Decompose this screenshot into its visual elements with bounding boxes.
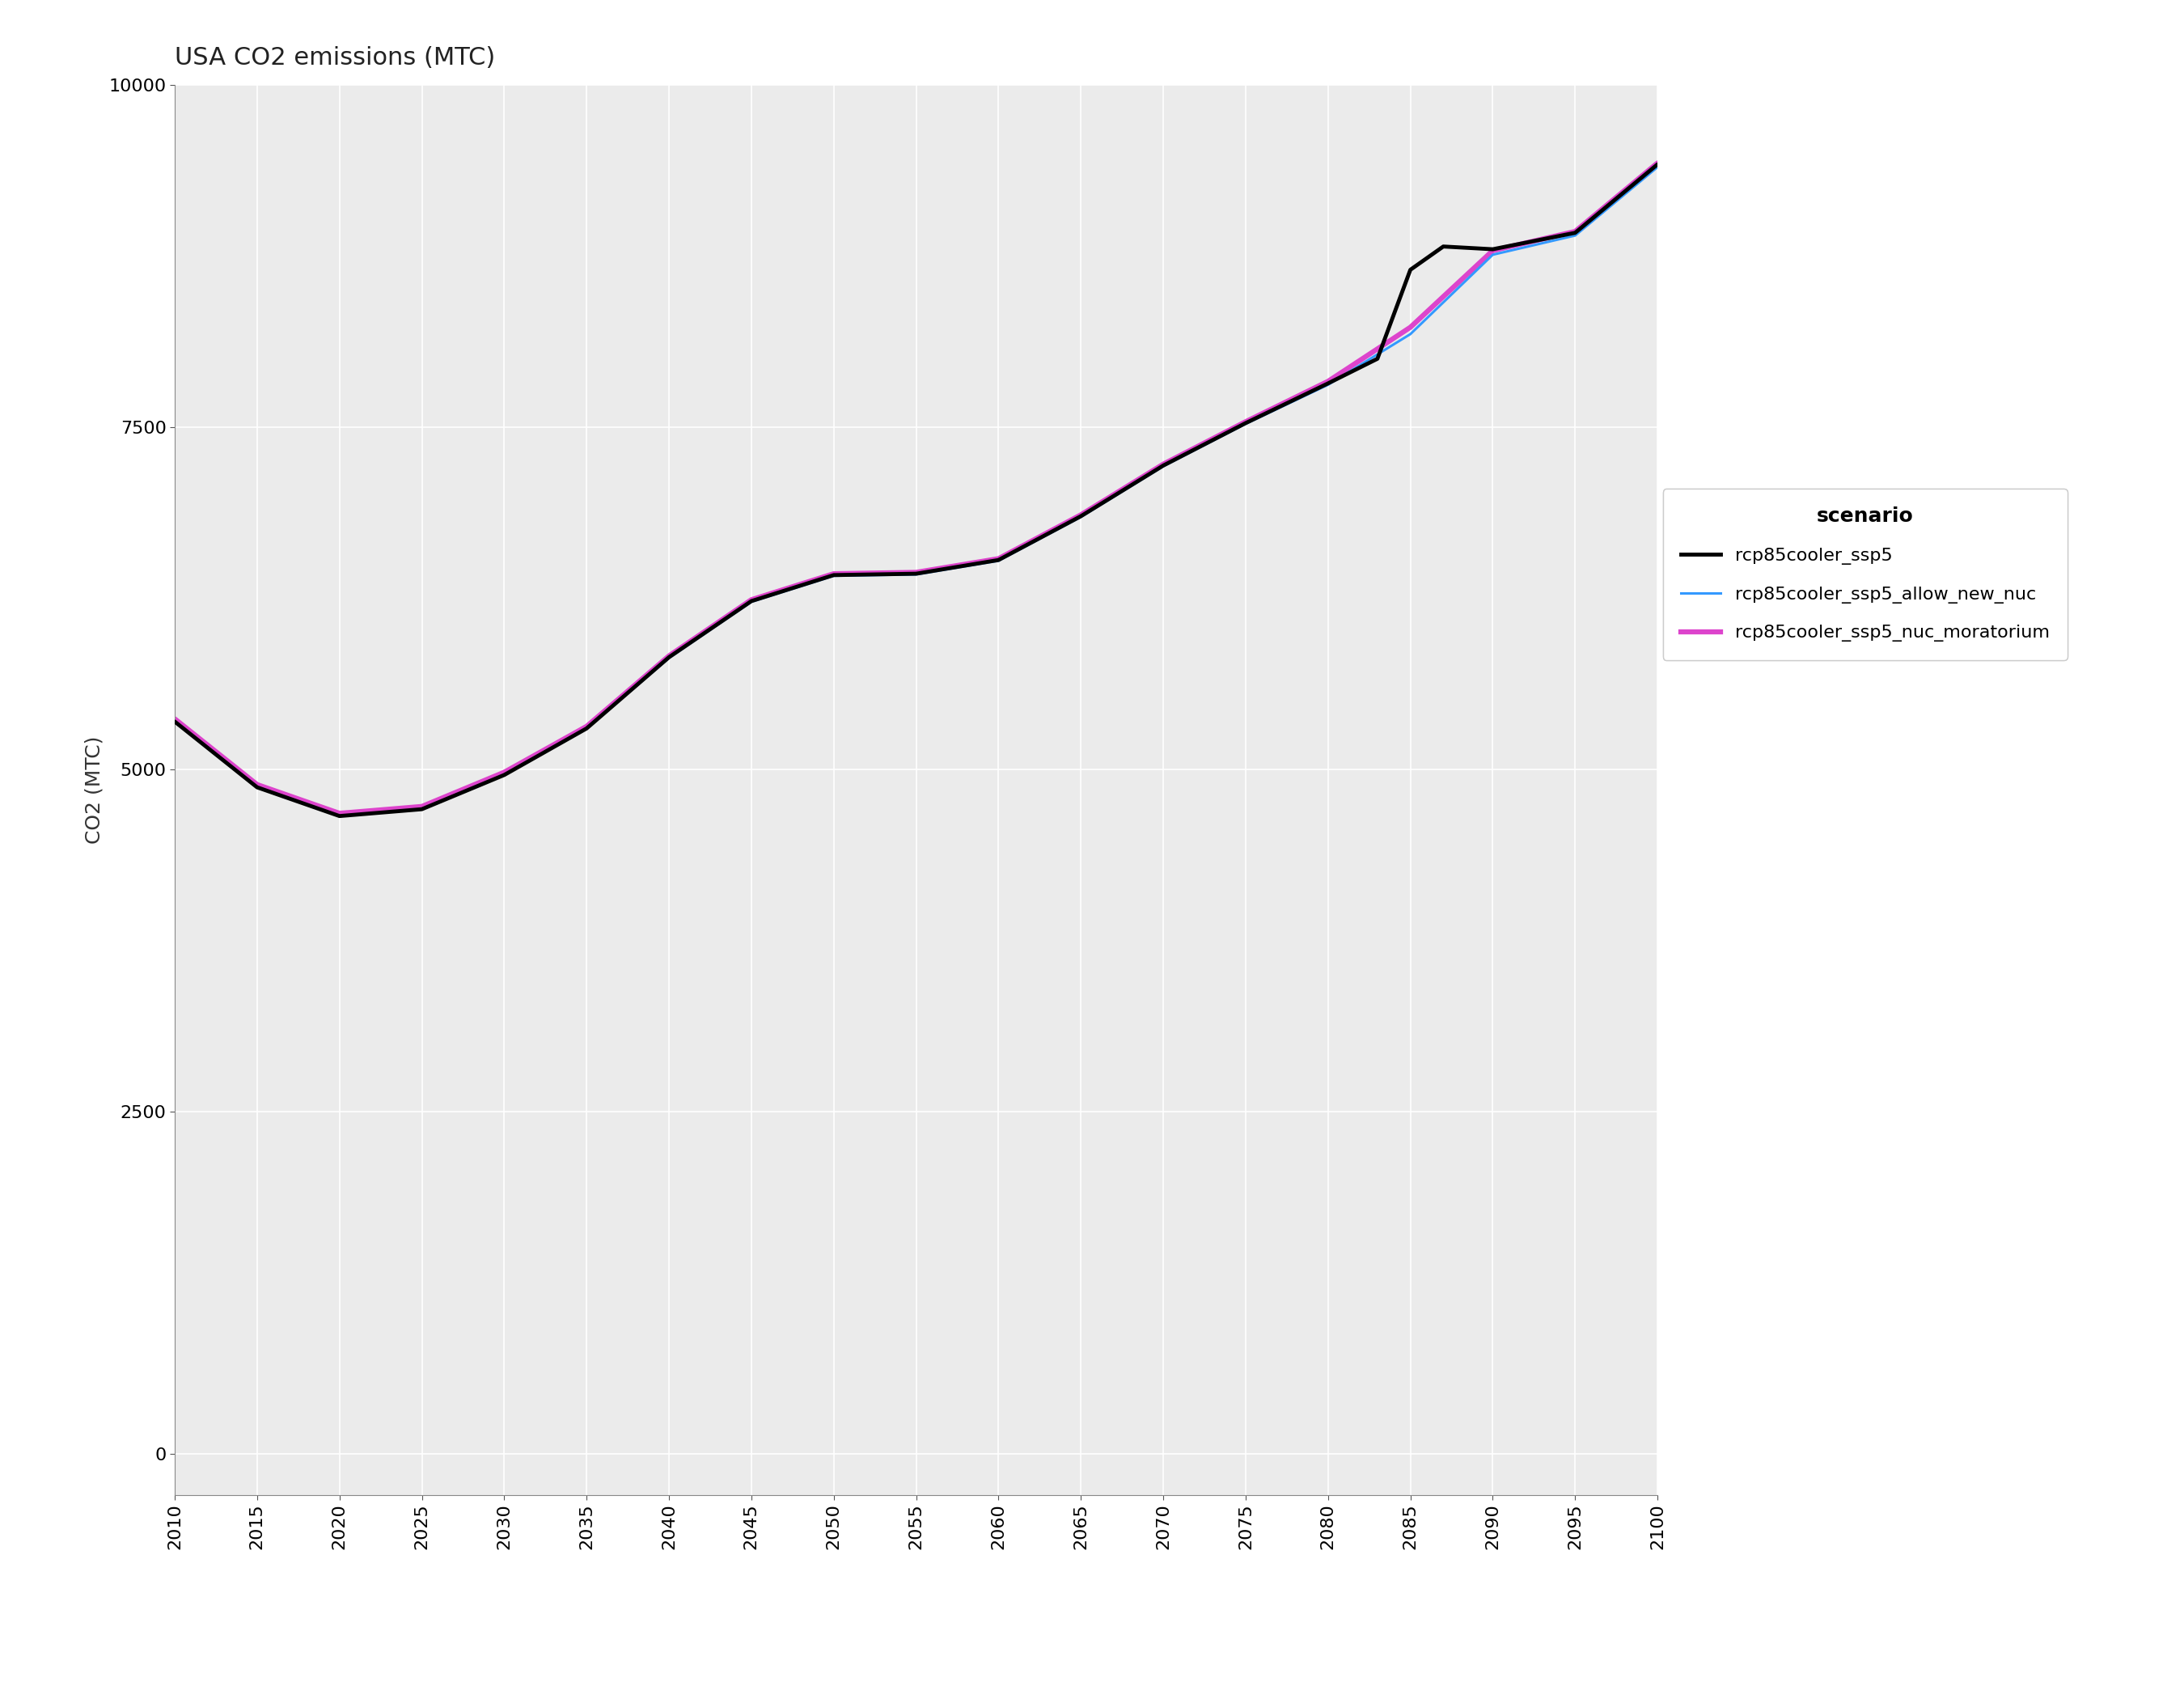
Y-axis label: CO2 (MTC): CO2 (MTC): [85, 736, 105, 844]
Text: USA CO2 emissions (MTC): USA CO2 emissions (MTC): [175, 46, 496, 70]
Legend: rcp85cooler_ssp5, rcp85cooler_ssp5_allow_new_nuc, rcp85cooler_ssp5_nuc_moratoriu: rcp85cooler_ssp5, rcp85cooler_ssp5_allow…: [1662, 489, 2068, 659]
